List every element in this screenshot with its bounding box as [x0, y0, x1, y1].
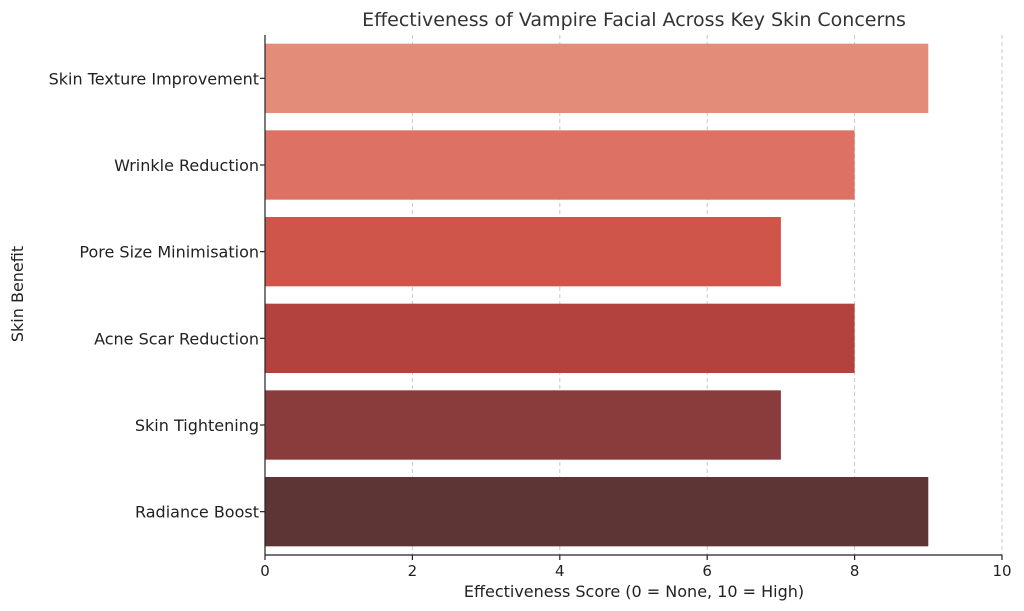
- axes: [260, 35, 1003, 560]
- bar-0: [265, 43, 929, 113]
- bar-3: [265, 303, 855, 373]
- x-tick-label-3: 6: [702, 562, 712, 580]
- x-tick-label-2: 4: [555, 562, 565, 580]
- bars: [265, 43, 929, 547]
- category-label-5: Radiance Boost: [135, 503, 259, 522]
- category-label-0: Skin Texture Improvement: [49, 69, 259, 88]
- category-label-3: Acne Scar Reduction: [94, 329, 259, 348]
- x-tick-label-4: 8: [850, 562, 860, 580]
- category-label-2: Pore Size Minimisation: [79, 243, 259, 262]
- grid-lines: [411, 35, 1003, 555]
- x-tick-label-5: 10: [992, 562, 1011, 580]
- bar-1: [265, 130, 855, 200]
- bar-5: [265, 477, 929, 547]
- x-tick-labels: 0 2 4 6 8 10: [260, 562, 1011, 580]
- chart-title: Effectiveness of Vampire Facial Across K…: [362, 9, 906, 31]
- x-axis-label: Effectiveness Score (0 = None, 10 = High…: [464, 582, 804, 601]
- category-labels: Skin Texture Improvement Wrinkle Reductio…: [49, 69, 259, 521]
- category-label-1: Wrinkle Reduction: [114, 156, 259, 175]
- bar-2: [265, 217, 781, 287]
- category-label-4: Skin Tightening: [135, 416, 259, 435]
- x-tick-label-0: 0: [260, 562, 270, 580]
- x-tick-label-1: 2: [408, 562, 418, 580]
- y-axis-label: Skin Benefit: [8, 246, 27, 342]
- bar-4: [265, 390, 781, 460]
